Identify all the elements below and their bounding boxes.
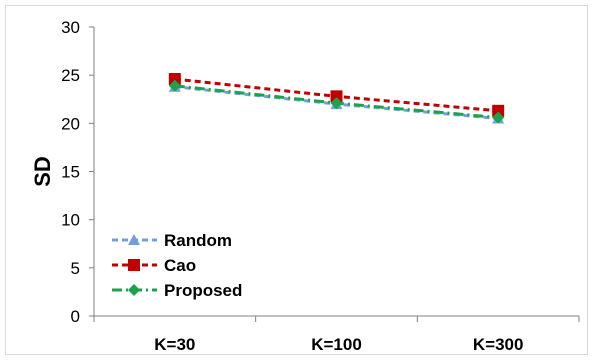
legend-marker bbox=[128, 259, 140, 271]
legend-marker bbox=[128, 234, 140, 245]
legend-label: Random bbox=[164, 231, 232, 250]
y-axis-title: SD bbox=[30, 156, 55, 187]
series-cao bbox=[168, 73, 505, 117]
series-proposed bbox=[168, 79, 505, 124]
y-tick-label: 25 bbox=[61, 66, 80, 85]
data-point bbox=[330, 90, 343, 103]
legend-item: Random bbox=[112, 231, 232, 250]
y-tick-label: 0 bbox=[71, 307, 80, 326]
data-point bbox=[330, 97, 343, 110]
data-point bbox=[168, 79, 181, 92]
data-point bbox=[492, 104, 505, 117]
x-tick-label: K=100 bbox=[311, 335, 362, 354]
x-axis-ticks: K=30 K=100 K=300 bbox=[93, 316, 580, 354]
y-axis-ticks: 0 5 10 15 20 25 30 bbox=[61, 18, 94, 326]
legend-label: Cao bbox=[164, 256, 196, 275]
data-point bbox=[492, 111, 505, 124]
x-tick-label: K=30 bbox=[154, 335, 195, 354]
legend: Random Cao Proposed bbox=[112, 231, 242, 300]
legend-label: Proposed bbox=[164, 281, 242, 300]
legend-marker bbox=[128, 284, 140, 296]
y-tick-label: 15 bbox=[61, 163, 80, 182]
y-tick-label: 30 bbox=[61, 18, 80, 37]
series-layer bbox=[168, 73, 505, 124]
x-tick-label: K=300 bbox=[473, 335, 524, 354]
data-point bbox=[168, 73, 181, 86]
y-tick-label: 20 bbox=[61, 114, 80, 133]
y-tick-label: 10 bbox=[61, 211, 80, 230]
y-tick-label: 5 bbox=[71, 259, 80, 278]
legend-item: Proposed bbox=[112, 281, 242, 300]
legend-item: Cao bbox=[112, 256, 196, 275]
